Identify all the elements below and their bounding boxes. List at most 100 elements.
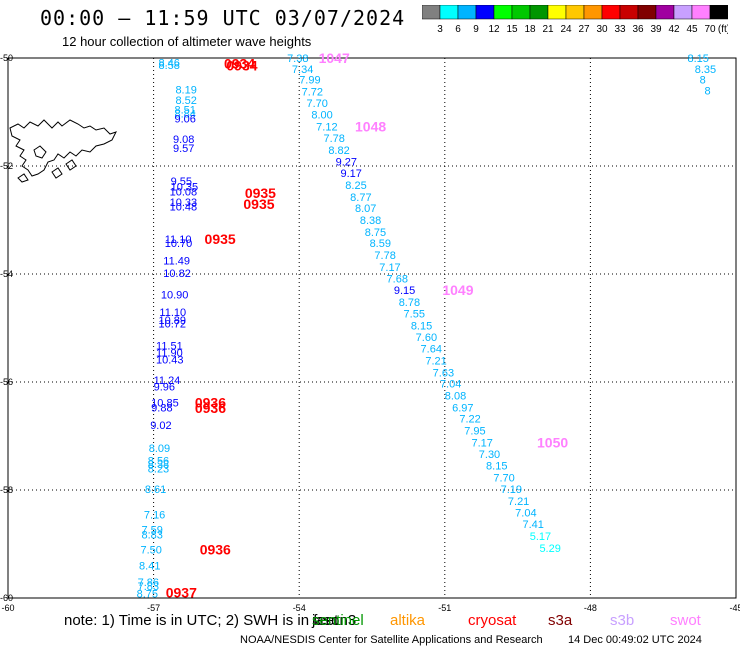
wave-height-value: 9.08 — [173, 134, 194, 146]
wave-height-value: 11.51 — [156, 340, 183, 352]
footer-note: note: 1) Time is in UTC; 2) SWH is in fe… — [64, 612, 339, 629]
wave-height-value: 7.83 — [138, 581, 159, 593]
wave-height-value: 7.12 — [316, 122, 337, 134]
latitude-label: -60 — [0, 593, 13, 603]
colorbar-tick-label: 3 — [437, 24, 443, 35]
satellite-legend-s3b: s3b — [610, 612, 635, 629]
wave-height-value: 8.25 — [345, 180, 366, 192]
wave-height-value: 7.68 — [387, 273, 408, 285]
wave-height-value: 8.51 — [174, 104, 195, 116]
wave-height-value: 6.97 — [452, 402, 473, 414]
wave-height-value: 8.15 — [486, 461, 507, 473]
wave-height-value: 7.86 — [138, 577, 159, 589]
wave-height-value: 7.59 — [141, 524, 162, 536]
colorbar-tick-label: 15 — [506, 24, 518, 35]
wave-height-value: 8.00 — [311, 110, 332, 122]
wave-height-value: 7.38 — [287, 53, 308, 65]
wave-height-value: 7.21 — [508, 496, 529, 508]
wave-height-value: 8.38 — [148, 459, 169, 471]
satellite-legend-s3a: s3a — [548, 612, 573, 629]
longitude-label: -54 — [293, 603, 306, 613]
pass-time-label: 0936 — [195, 395, 226, 411]
wave-height-value: 10.90 — [161, 290, 189, 302]
wave-height-value: 9.15 — [394, 285, 415, 297]
wave-height-value: 8.61 — [145, 484, 166, 496]
longitude-label: -48 — [584, 603, 597, 613]
wave-height-value: 7.72 — [302, 86, 323, 98]
wave-height-value: 7.60 — [416, 332, 437, 344]
colorbar-tick-label: 42 — [668, 24, 680, 35]
longitude-label: -57 — [147, 603, 160, 613]
colorbar-tick-label: 9 — [473, 24, 479, 35]
colorbar-tick-label: 33 — [614, 24, 626, 35]
wave-height-value: 7.99 — [299, 75, 320, 87]
colorbar-unit: (ft) — [718, 24, 728, 35]
colorbar-tick-label: 21 — [542, 24, 554, 35]
wave-height-value: 8.09 — [149, 443, 170, 455]
wave-height-value: 10.48 — [170, 202, 198, 214]
colorbar-tick-label: 45 — [686, 24, 698, 35]
wave-height-value: 7.17 — [471, 437, 492, 449]
wave-height-value: 10.35 — [171, 182, 199, 194]
satellite-legend-sentinel: sentinel — [312, 612, 364, 629]
wave-height-value: 5.17 — [530, 531, 551, 543]
satellite-legend-swot: swot — [670, 612, 701, 629]
pass-time-label: 0936 — [200, 541, 231, 557]
wave-height-value: 11.10 — [165, 234, 192, 246]
wave-height-value: 10.85 — [151, 398, 179, 410]
wave-height-value: 7.50 — [140, 544, 161, 556]
colorbar-tick-label: 24 — [560, 24, 572, 35]
wave-height-value: 8.52 — [175, 95, 196, 107]
colorbar-tick-label: 18 — [524, 24, 536, 35]
wave-height-value: 7.19 — [501, 484, 522, 496]
wave-height-value: 8.82 — [328, 145, 349, 157]
pass-time-label: 0935 — [243, 196, 274, 212]
wave-height-value: 10.70 — [165, 238, 193, 250]
wave-height-value: 10.43 — [156, 354, 184, 366]
wave-height-value: 11.24 — [154, 375, 181, 387]
pass-time-label: 1048 — [355, 119, 386, 135]
wave-height-value: 9.17 — [340, 168, 361, 180]
wave-height-value: 7.55 — [404, 308, 425, 320]
latitude-label: -54 — [0, 269, 13, 279]
pass-time-label: 1047 — [319, 50, 350, 66]
wave-height-value: 7.78 — [323, 133, 344, 145]
wave-height-value: 10.89 — [158, 315, 186, 327]
colorbar-tick-label: 36 — [632, 24, 644, 35]
wave-height-value: 8.41 — [139, 561, 160, 573]
wave-height-value: 8.75 — [137, 589, 158, 601]
wave-height-value: 9.96 — [154, 381, 175, 393]
satellite-legend-cryosat: cryosat — [468, 612, 517, 629]
wave-height-value: 8.35 — [695, 64, 716, 76]
longitude-labels: -60 -57 -54 -51 -48 -45 — [1, 603, 740, 613]
longitude-label: -45 — [729, 603, 740, 613]
wave-height-value: 9.88 — [151, 402, 172, 414]
wave-height-value: 9.06 — [174, 113, 195, 125]
wave-height-value: 8 — [700, 75, 706, 87]
wave-height-value: 8.15 — [411, 320, 432, 332]
wave-height-value: 8.46 — [158, 57, 179, 69]
colorbar-tick-label: 39 — [650, 24, 662, 35]
track-a: 8.468.58 8.198.528.518.849.06 9.089.57 9.55… — [137, 55, 277, 600]
wave-height-value: 8.75 — [365, 227, 386, 239]
wave-height-value: 7.63 — [433, 367, 454, 379]
wave-height-value: 9.02 — [150, 420, 171, 432]
satellite-legend-altika: altika — [390, 612, 426, 629]
pass-time-label: 0936 — [195, 400, 226, 416]
wave-height-value: 8.78 — [399, 297, 420, 309]
wave-height-value: 8.58 — [158, 60, 179, 72]
pass-time-label: 0934 — [224, 55, 255, 71]
map-grid — [7, 57, 737, 599]
falkland-islands-coastline — [9, 119, 117, 183]
colorbar-tick-label: 27 — [578, 24, 590, 35]
pass-time-label: 0935 — [245, 185, 276, 201]
latitude-label: -58 — [0, 485, 13, 495]
wave-height-value: 8.07 — [355, 203, 376, 215]
pass-time-label: 1050 — [537, 434, 568, 450]
pass-time-label: 0934 — [226, 58, 257, 74]
wave-height-value: 7.95 — [464, 426, 485, 438]
wave-height-value: 10.72 — [158, 319, 186, 331]
wave-height-value: 8.56 — [148, 455, 169, 467]
wave-height-value: 9.57 — [173, 143, 194, 155]
